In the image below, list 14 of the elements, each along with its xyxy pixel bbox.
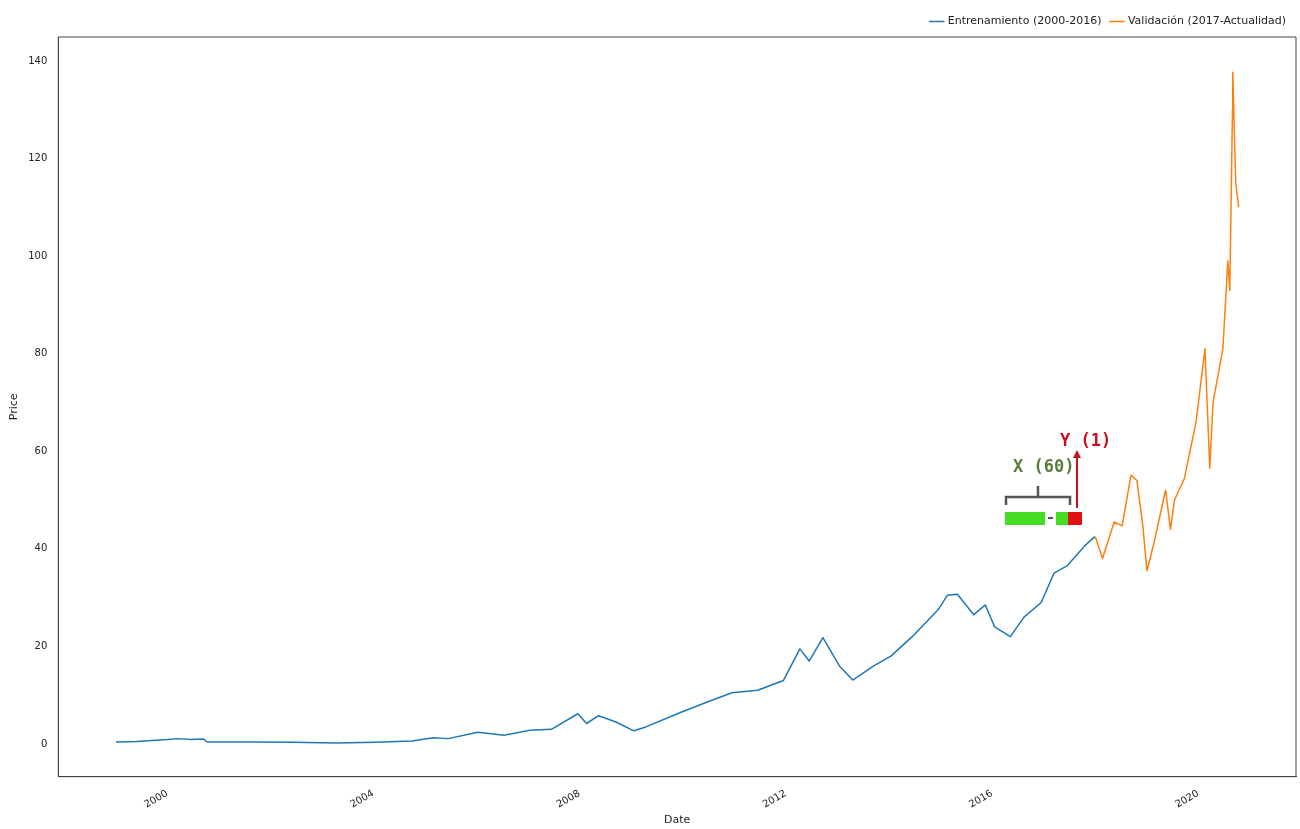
annotation: X (60) xyxy=(1013,456,1075,476)
annotation: Y (1) xyxy=(1060,430,1112,450)
y-tick-label: 0 xyxy=(40,737,48,749)
y-tick-label: 60 xyxy=(34,444,48,456)
y-tick-label: 40 xyxy=(34,542,48,554)
y-axis-title: Price xyxy=(7,393,21,421)
legend-label: Validación (2017-Actualidad) xyxy=(1127,14,1286,28)
y-tick-label: 100 xyxy=(28,249,48,261)
x-axis-title: Date xyxy=(663,813,691,827)
y-tick-label: 80 xyxy=(34,347,48,359)
legend-label: Entrenamiento (2000-2016) xyxy=(947,14,1102,28)
y-tick-label: 20 xyxy=(34,640,48,651)
y-tick-label: 140 xyxy=(28,54,48,66)
y-tick-label: 120 xyxy=(28,152,48,164)
